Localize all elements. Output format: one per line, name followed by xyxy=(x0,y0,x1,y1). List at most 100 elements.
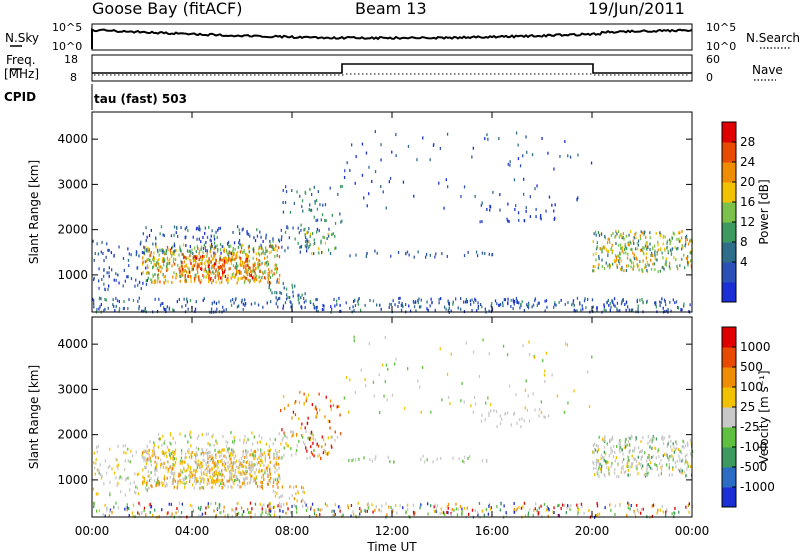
power-echo-mark xyxy=(612,262,614,266)
power-echo-mark xyxy=(220,248,222,252)
velocity-echo-mark xyxy=(339,509,341,513)
velocity-echo-mark xyxy=(190,444,192,448)
power-echo-mark xyxy=(674,301,676,305)
velocity-echo-mark xyxy=(180,469,182,473)
velocity-echo-mark xyxy=(291,453,293,457)
velocity-echo-mark xyxy=(236,513,238,516)
velocity-echo-mark xyxy=(210,457,213,461)
velocity-echo-mark xyxy=(610,438,613,442)
power-echo-mark xyxy=(621,268,623,272)
power-echo-mark xyxy=(349,168,351,172)
velocity-echo-mark xyxy=(672,442,674,446)
power-echo-mark xyxy=(525,209,527,213)
velocity-echo-mark xyxy=(146,458,148,462)
power-echo-mark xyxy=(114,309,116,313)
power-echo-mark xyxy=(290,301,292,305)
power-echo-mark xyxy=(361,173,364,177)
velocity-echo-mark xyxy=(266,469,268,473)
power-echo-mark xyxy=(176,300,178,304)
velocity-echo-mark xyxy=(247,507,249,511)
power-echo-mark xyxy=(222,273,224,277)
velocity-echo-mark xyxy=(272,489,274,493)
velocity-echo-mark xyxy=(290,447,292,450)
power-echo-mark xyxy=(315,199,318,202)
velocity-echo-mark xyxy=(529,508,531,512)
xtick-label: 00:00 xyxy=(675,524,710,538)
velocity-echo-mark xyxy=(294,413,297,417)
power-echo-mark xyxy=(197,262,199,266)
power-echo-mark xyxy=(630,308,632,312)
velocity-echo-mark xyxy=(102,513,104,516)
power-echo-mark xyxy=(181,305,183,309)
velocity-echo-mark xyxy=(245,461,247,464)
velocity-echo-mark xyxy=(672,456,674,460)
power-echo-mark xyxy=(513,302,515,306)
power-echo-mark xyxy=(202,299,204,302)
cpid-label: CPID xyxy=(4,90,36,104)
power-echo-mark xyxy=(659,304,661,308)
power-echo-mark xyxy=(304,191,307,195)
power-echo-mark xyxy=(191,248,193,252)
velocity-echo-mark xyxy=(115,501,117,505)
velocity-echo-mark xyxy=(211,453,213,457)
power-echo-mark xyxy=(380,185,382,188)
power-echo-mark xyxy=(275,263,278,267)
power-echo-mark xyxy=(253,269,255,273)
velocity-echo-mark xyxy=(303,491,305,495)
power-echo-mark xyxy=(167,259,169,263)
power-echo-mark xyxy=(224,257,226,261)
power-echo-mark xyxy=(150,261,152,264)
power-echo-mark xyxy=(289,296,291,300)
power-echo-mark xyxy=(223,257,225,261)
velocity-echo-mark xyxy=(577,513,579,516)
power-colorbar-tick: 8 xyxy=(740,235,748,249)
power-echo-mark xyxy=(502,304,504,308)
velocity-echo-mark xyxy=(267,464,269,468)
velocity-echo-mark xyxy=(655,447,657,450)
power-echo-mark xyxy=(179,270,181,274)
power-echo-mark xyxy=(221,258,224,262)
power-echo-mark xyxy=(645,256,647,260)
power-echo-mark xyxy=(181,273,184,277)
velocity-echo-mark xyxy=(252,468,254,472)
power-echo-mark xyxy=(231,273,233,277)
power-echo-mark xyxy=(665,261,667,265)
velocity-echo-mark xyxy=(455,507,458,511)
power-echo-mark xyxy=(357,298,360,302)
velocity-echo-mark xyxy=(279,504,281,508)
power-echo-mark xyxy=(198,225,200,229)
power-echo-mark xyxy=(471,309,473,312)
power-echo-mark xyxy=(219,242,222,246)
power-echo-mark xyxy=(269,270,271,274)
velocity-echo-mark xyxy=(656,467,658,471)
velocity-echo-mark xyxy=(291,430,293,434)
velocity-echo-mark xyxy=(298,439,300,443)
velocity-echo-mark xyxy=(220,510,223,514)
velocity-echo-mark xyxy=(614,513,616,516)
velocity-echo-mark xyxy=(320,456,322,460)
velocity-echo-mark xyxy=(166,476,168,480)
velocity-echo-mark xyxy=(318,453,321,457)
velocity-echo-mark xyxy=(228,470,231,473)
velocity-echo-mark xyxy=(560,506,562,510)
power-echo-mark xyxy=(325,219,327,223)
velocity-echo-mark xyxy=(179,478,181,482)
velocity-echo-mark xyxy=(679,459,681,463)
velocity-echo-mark xyxy=(239,462,241,466)
velocity-echo-mark xyxy=(240,506,243,510)
velocity-echo-mark xyxy=(651,447,653,451)
velocity-echo-mark xyxy=(209,450,211,454)
velocity-echo-mark xyxy=(165,451,167,455)
velocity-echo-mark xyxy=(155,481,158,485)
velocity-echo-mark xyxy=(413,512,415,516)
power-echo-mark xyxy=(681,257,683,261)
velocity-echo-mark xyxy=(371,503,373,507)
velocity-echo-mark xyxy=(301,433,303,437)
power-echo-mark xyxy=(642,259,644,263)
power-echo-mark xyxy=(269,275,271,279)
velocity-echo-mark xyxy=(463,506,465,510)
power-echo-mark xyxy=(257,266,260,270)
velocity-echo-mark xyxy=(309,456,311,460)
power-echo-mark xyxy=(284,201,287,204)
velocity-echo-mark xyxy=(168,453,171,457)
